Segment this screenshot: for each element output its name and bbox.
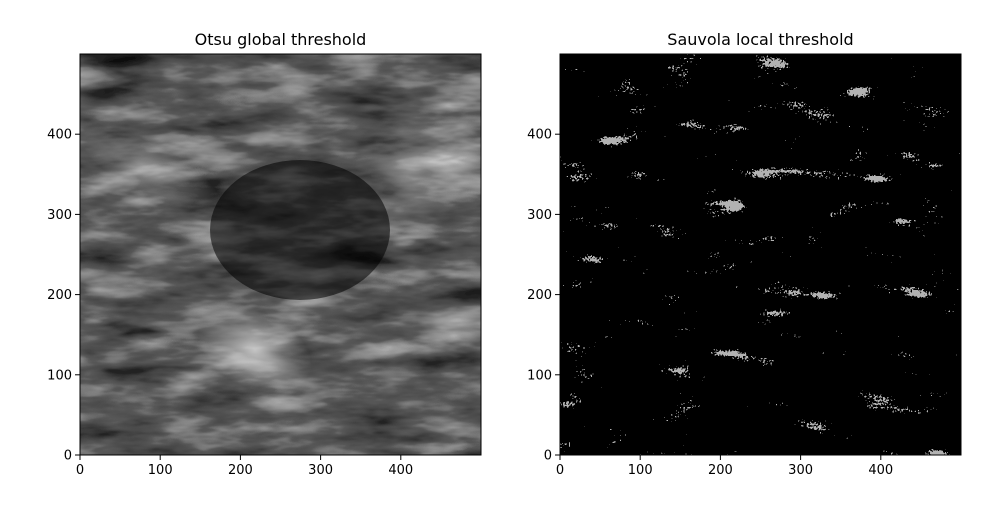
sauvola-axes-frame [559,53,962,456]
otsu-ytick-label: 100 [47,368,72,383]
otsu-axes-frame [79,53,482,456]
sauvola-xtick-label: 100 [628,463,653,478]
sauvola-panel: Sauvola local threshold 0 100 200 300 400 0 10… [527,30,962,478]
otsu-title: Otsu global threshold [195,30,367,49]
sauvola-xtick-label: 300 [788,463,813,478]
otsu-ytick-label: 0 [64,449,72,464]
sauvola-title: Sauvola local threshold [667,30,853,49]
otsu-xtick-label: 100 [148,463,173,478]
sauvola-ytick-label: 300 [527,208,552,223]
sauvola-xtick-label: 200 [708,463,733,478]
sauvola-xtick-label: 400 [868,463,893,478]
sauvola-ticks: 0 100 200 300 400 0 100 200 300 400 [527,128,893,478]
otsu-ytick-label: 400 [47,128,72,143]
sauvola-ytick-label: 0 [544,449,552,464]
otsu-xtick-label: 0 [76,463,84,478]
sauvola-xtick-label: 0 [556,463,564,478]
sauvola-ytick-label: 200 [527,288,552,303]
sauvola-image [560,54,961,455]
otsu-xtick-label: 400 [388,463,413,478]
otsu-ticks: 0 100 200 300 400 0 100 200 300 400 [47,128,413,478]
otsu-ytick-label: 200 [47,288,72,303]
sauvola-ytick-label: 100 [527,368,552,383]
sauvola-ytick-label: 400 [527,128,552,143]
otsu-ytick-label: 300 [47,208,72,223]
otsu-image [80,54,481,455]
otsu-xtick-label: 300 [308,463,333,478]
otsu-xtick-label: 200 [228,463,253,478]
otsu-panel: Otsu global threshold 0 100 200 300 400 0 100 2… [47,30,482,478]
